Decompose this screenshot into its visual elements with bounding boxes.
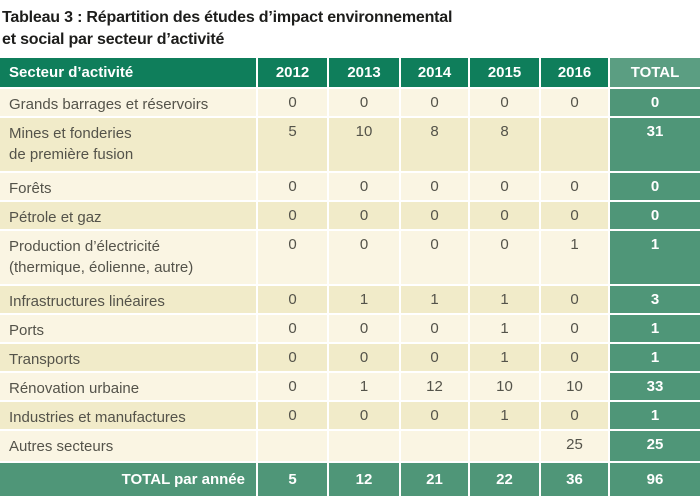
cell-value [470,431,539,461]
cell-value: 0 [541,89,608,116]
cell-row-total: 1 [610,402,700,429]
footer-year-total: 21 [401,463,468,496]
cell-value: 0 [541,286,608,313]
table-grid: Secteur d’activité 2012 2013 2014 2015 2016 TO… [0,58,700,496]
cell-value: 0 [258,231,327,284]
cell-value: 0 [329,89,399,116]
cell-row-total: 0 [610,89,700,116]
cell-value: 10 [541,373,608,400]
cell-value: 0 [258,402,327,429]
cell-value: 0 [541,202,608,229]
footer-year-total: 36 [541,463,608,496]
cell-value: 12 [401,373,468,400]
footer-year-total: 22 [470,463,539,496]
cell-value: 1 [329,373,399,400]
col-header-2014: 2014 [401,58,468,87]
row-sector-label: Pétrole et gaz [0,202,256,229]
cell-value: 1 [329,286,399,313]
cell-value: 8 [470,118,539,171]
cell-value: 0 [470,231,539,284]
cell-value: 0 [401,402,468,429]
cell-value [541,118,608,171]
cell-value: 0 [541,315,608,342]
row-sector-label: Grands barrages et réservoirs [0,89,256,116]
footer-year-total: 12 [329,463,399,496]
cell-value: 0 [401,202,468,229]
cell-row-total: 25 [610,431,700,461]
cell-row-total: 33 [610,373,700,400]
row-sector-label: Mines et fonderies de première fusion [0,118,256,171]
cell-row-total: 3 [610,286,700,313]
cell-value: 0 [258,173,327,200]
cell-row-total: 1 [610,315,700,342]
col-header-total: TOTAL [610,58,700,87]
cell-value: 1 [470,286,539,313]
col-header-2012: 2012 [258,58,327,87]
cell-value: 0 [258,344,327,371]
cell-value: 0 [401,344,468,371]
title-line2: et social par secteur d’activité [2,31,225,48]
cell-value: 25 [541,431,608,461]
row-sector-label: Industries et manufactures [0,402,256,429]
row-sector-label: Ports [0,315,256,342]
cell-value: 1 [470,315,539,342]
row-sector-label: Autres secteurs [0,431,256,461]
cell-value: 1 [470,344,539,371]
cell-value: 0 [401,315,468,342]
cell-row-total: 0 [610,173,700,200]
table-title: Tableau 3 : Répartition des études d’imp… [0,0,700,51]
footer-year-total: 5 [258,463,327,496]
cell-value: 1 [541,231,608,284]
cell-value: 0 [401,89,468,116]
cell-value: 0 [470,202,539,229]
cell-value: 0 [329,202,399,229]
cell-value: 0 [329,344,399,371]
cell-value: 0 [329,173,399,200]
cell-value [401,431,468,461]
row-sector-label: Transports [0,344,256,371]
cell-value: 0 [258,202,327,229]
cell-value: 0 [258,315,327,342]
col-header-2016: 2016 [541,58,608,87]
cell-row-total: 1 [610,344,700,371]
cell-value: 0 [470,89,539,116]
cell-value: 0 [401,231,468,284]
cell-row-total: 1 [610,231,700,284]
cell-value: 8 [401,118,468,171]
cell-value: 0 [258,89,327,116]
footer-total-label: TOTAL par année [0,463,256,496]
cell-value: 10 [329,118,399,171]
cell-value: 0 [258,373,327,400]
title-line1: Tableau 3 : Répartition des études d’imp… [2,9,453,26]
cell-row-total: 31 [610,118,700,171]
cell-value: 0 [470,173,539,200]
cell-value: 0 [541,173,608,200]
row-sector-label: Production d’électricité (thermique, éol… [0,231,256,284]
row-sector-label: Forêts [0,173,256,200]
col-header-sector: Secteur d’activité [0,58,256,87]
col-header-2013: 2013 [329,58,399,87]
cell-value: 0 [541,344,608,371]
cell-value: 0 [329,231,399,284]
cell-value: 0 [258,286,327,313]
cell-row-total: 0 [610,202,700,229]
cell-value: 10 [470,373,539,400]
cell-value [258,431,327,461]
cell-value: 1 [401,286,468,313]
footer-grand-total: 96 [610,463,700,496]
cell-value: 0 [329,402,399,429]
cell-value: 1 [470,402,539,429]
cell-value: 0 [541,402,608,429]
cell-value [329,431,399,461]
col-header-2015: 2015 [470,58,539,87]
cell-value: 0 [329,315,399,342]
row-sector-label: Infrastructures linéaires [0,286,256,313]
row-sector-label: Rénovation urbaine [0,373,256,400]
cell-value: 5 [258,118,327,171]
cell-value: 0 [401,173,468,200]
